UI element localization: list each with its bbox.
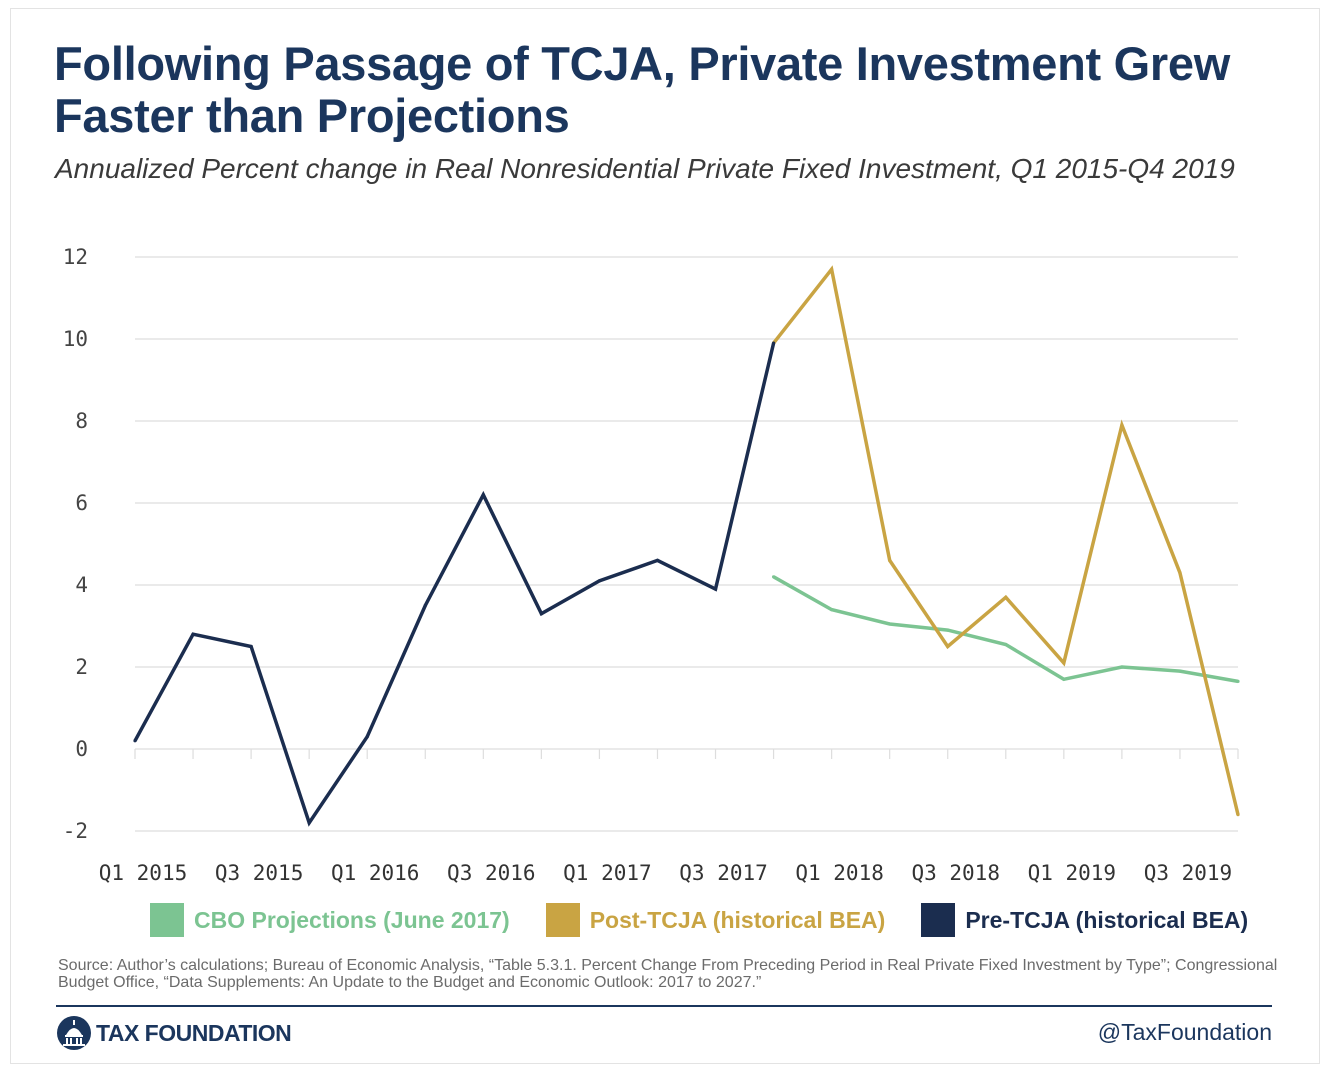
data-point — [1236, 679, 1240, 683]
legend-swatch-pre-tcja — [921, 903, 956, 937]
data-point — [946, 628, 950, 632]
capitol-dome-icon — [57, 1016, 91, 1050]
x-tick-label: Q1 2017 — [563, 861, 652, 885]
x-tick-label: Q3 2016 — [447, 861, 536, 885]
data-point — [1004, 595, 1008, 599]
y-tick-label: 10 — [63, 327, 88, 351]
data-point — [539, 612, 543, 616]
y-tick-label: -2 — [63, 819, 88, 843]
data-point — [771, 575, 776, 579]
legend-item-cbo: CBO Projections (June 2017) — [150, 903, 510, 937]
data-point — [249, 644, 253, 649]
x-tick-label: Q1 2019 — [1028, 861, 1117, 885]
data-point — [1062, 677, 1066, 681]
y-tick-label: 2 — [75, 655, 88, 679]
social-handle: @TaxFoundation — [1097, 1019, 1272, 1045]
y-tick-label: 6 — [75, 491, 88, 515]
data-point — [1120, 423, 1124, 427]
brand: TAX FOUNDATION — [56, 1015, 292, 1051]
data-point — [1178, 669, 1182, 673]
data-point — [1236, 813, 1240, 817]
x-tick-label: Q3 2017 — [679, 861, 768, 885]
chart-title: Following Passage of TCJA, Private Inves… — [54, 37, 1230, 142]
data-point — [423, 603, 427, 608]
y-tick-label: 0 — [75, 737, 88, 761]
legend-label-post-tcja: Post-TCJA (historical BEA) — [589, 906, 886, 933]
data-point — [307, 821, 311, 825]
data-point — [888, 558, 892, 563]
data-point — [830, 608, 834, 612]
data-point — [655, 558, 660, 563]
brand-name: TAX FOUNDATION — [96, 1019, 292, 1046]
x-tick-label: Q3 2018 — [911, 861, 1000, 885]
legend-label-cbo: CBO Projections (June 2017) — [194, 906, 510, 933]
y-tick-label: 8 — [75, 409, 88, 433]
data-point — [713, 587, 718, 591]
y-tick-label: 4 — [75, 573, 88, 597]
series-line-cbo-projections — [772, 575, 1239, 684]
legend-item-pre-tcja: Pre-TCJA (historical BEA) — [921, 903, 1248, 937]
x-axis-ticks: Q1 2015 Q3 2015 Q1 2016 Q3 2016 Q1 2017 Q3 20… — [99, 749, 1239, 885]
footer-divider — [56, 1005, 1272, 1007]
series-line-pre-tcja — [133, 342, 776, 827]
data-point — [481, 493, 485, 497]
data-point — [1062, 661, 1066, 665]
data-point — [1178, 571, 1182, 575]
legend-swatch-cbo — [150, 903, 184, 937]
data-point — [946, 644, 950, 649]
chart-subtitle: Annualized Percent change in Real Nonres… — [55, 153, 1235, 184]
legend-swatch-post-tcja — [545, 903, 580, 937]
series-line-post-tcja — [772, 265, 1240, 816]
legend-label-pre-tcja: Pre-TCJA (historical BEA) — [965, 906, 1249, 933]
data-point — [830, 267, 834, 271]
legend-item-post-tcja: Post-TCJA (historical BEA) — [545, 903, 886, 937]
x-tick-label: Q1 2016 — [331, 861, 420, 885]
x-tick-label: Q3 2019 — [1144, 861, 1233, 885]
chart-frame — [10, 8, 1320, 1064]
data-point — [1004, 642, 1008, 647]
data-point — [365, 735, 369, 739]
x-tick-label: Q1 2015 — [99, 861, 188, 885]
y-axis-ticks: -2 0 2 4 6 8 10 12 — [63, 245, 88, 843]
data-point — [597, 579, 602, 583]
data-point — [888, 622, 892, 626]
data-point — [191, 632, 195, 636]
gridlines — [135, 256, 1238, 832]
source-note: Source: Author’s calculations; Bureau of… — [58, 957, 1278, 991]
data-point — [771, 341, 776, 345]
legend: CBO Projections (June 2017) Post-TCJA (h… — [150, 902, 1284, 938]
data-point — [1120, 665, 1124, 669]
x-tick-label: Q1 2018 — [795, 861, 884, 885]
x-tick-label: Q3 2015 — [215, 861, 304, 885]
y-tick-label: 12 — [63, 245, 88, 269]
series-lines — [133, 265, 1240, 827]
data-point — [133, 739, 137, 743]
